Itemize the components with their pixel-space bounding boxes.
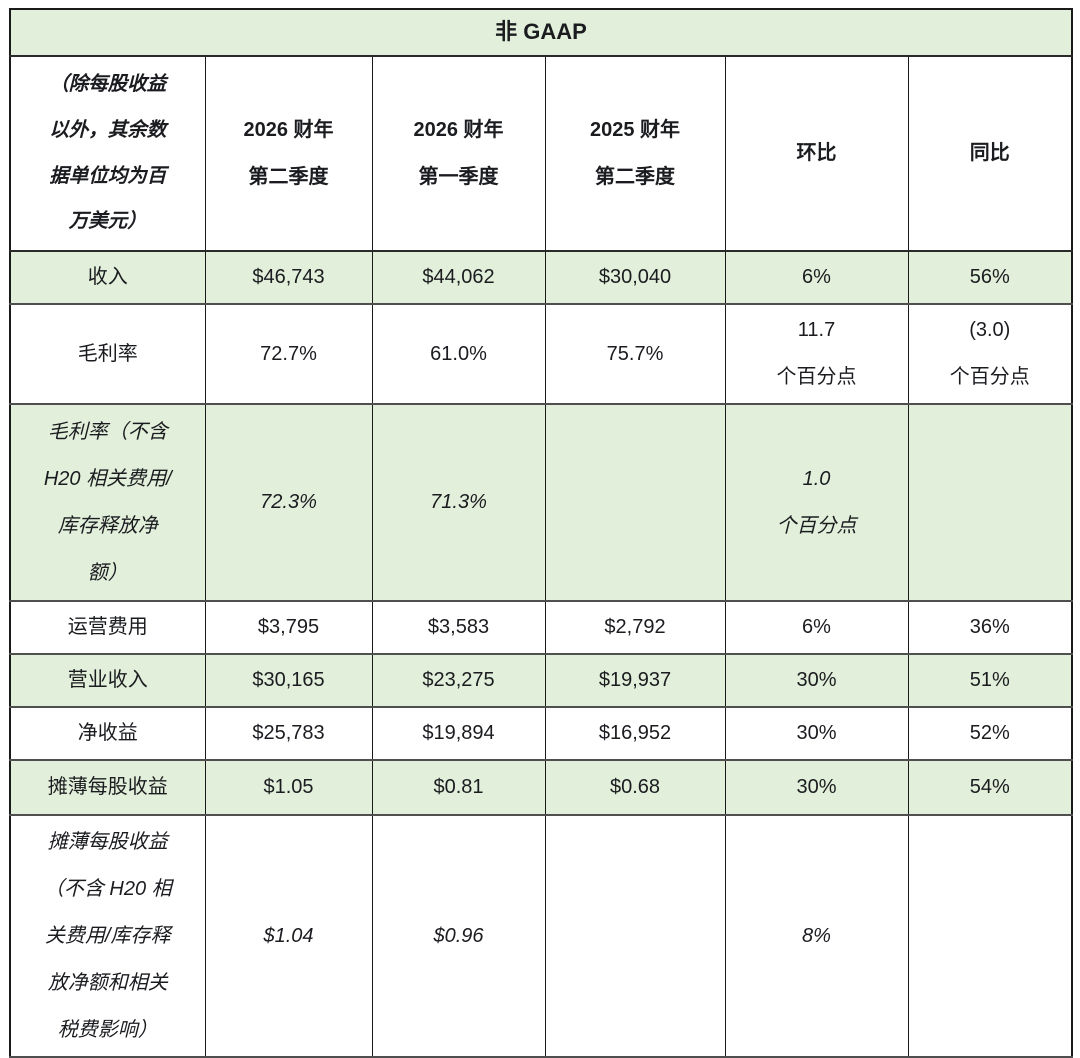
cell-q2-fy2026: $1.04 — [204, 815, 372, 1058]
cell-qoq: 30% — [724, 654, 908, 708]
cell-qoq: 6% — [724, 251, 908, 305]
cell-yoy: 52% — [907, 707, 1072, 761]
cell-q1-fy2026: 61.0% — [371, 304, 545, 405]
cell-q2-fy2025: $2,792 — [544, 601, 725, 655]
cell-q2-fy2025: 75.7% — [544, 304, 725, 405]
cell-yoy: 36% — [907, 601, 1072, 655]
table-row-revenue: 收入 $46,743 $44,062 $30,040 6% 56% — [10, 251, 1072, 305]
table-row-net-income: 净收益 $25,783 $19,894 $16,952 30% 52% — [10, 707, 1072, 761]
cell-q2-fy2025: $30,040 — [544, 251, 725, 305]
cell-yoy: 56% — [907, 251, 1072, 305]
header-col-q1-fy2026: 2026 财年 第一季度 — [371, 56, 545, 252]
cell-q1-fy2026: $19,894 — [371, 707, 545, 761]
cell-q2-fy2025: $19,937 — [544, 654, 725, 708]
cell-q1-fy2026: $3,583 — [371, 601, 545, 655]
table-row-gross-margin: 毛利率 72.7% 61.0% 75.7% 11.7 个百分点 (3.0) 个百… — [10, 304, 1072, 405]
cell-q2-fy2026: $46,743 — [204, 251, 372, 305]
table-row-operating-income: 营业收入 $30,165 $23,275 $19,937 30% 51% — [10, 654, 1072, 708]
cell-qoq: 8% — [724, 815, 908, 1058]
cell-qoq: 1.0 个百分点 — [724, 404, 908, 602]
cell-qoq: 30% — [724, 760, 908, 816]
cell-qoq: 6% — [724, 601, 908, 655]
cell-qoq: 30% — [724, 707, 908, 761]
row-label: 营业收入 — [10, 654, 205, 708]
cell-yoy: 51% — [907, 654, 1072, 708]
table-row-diluted-eps-ex-h20: 摊薄每股收益 （不含 H20 相 关费用/库存释 放净额和相关 税费影响） $1… — [10, 815, 1072, 1058]
cell-q2-fy2026: $30,165 — [204, 654, 372, 708]
row-label: 收入 — [10, 251, 205, 305]
row-label: 摊薄每股收益 — [10, 760, 205, 816]
row-label: 毛利率（不含 H20 相关费用/ 库存释放净 额） — [10, 404, 205, 602]
table-row-gross-margin-ex-h20: 毛利率（不含 H20 相关费用/ 库存释放净 额） 72.3% 71.3% 1.… — [10, 404, 1072, 602]
cell-q2-fy2026: $1.05 — [204, 760, 372, 816]
cell-q2-fy2026: $3,795 — [204, 601, 372, 655]
row-label: 净收益 — [10, 707, 205, 761]
cell-qoq: 11.7 个百分点 — [724, 304, 908, 405]
cell-q2-fy2025 — [544, 815, 725, 1058]
table-row-operating-expenses: 运营费用 $3,795 $3,583 $2,792 6% 36% — [10, 601, 1072, 655]
cell-q2-fy2025: $16,952 — [544, 707, 725, 761]
cell-q2-fy2026: $25,783 — [204, 707, 372, 761]
table-title: 非 GAAP — [10, 9, 1072, 57]
header-units-note: （除每股收益 以外，其余数 据单位均为百 万美元） — [10, 56, 205, 252]
row-label: 运营费用 — [10, 601, 205, 655]
header-col-q2-fy2025: 2025 财年 第二季度 — [544, 56, 725, 252]
table-title-row: 非 GAAP — [10, 9, 1072, 57]
header-col-yoy: 同比 — [907, 56, 1072, 252]
cell-yoy: 54% — [907, 760, 1072, 816]
cell-yoy: (3.0) 个百分点 — [907, 304, 1072, 405]
cell-q1-fy2026: $0.96 — [371, 815, 545, 1058]
cell-q1-fy2026: $44,062 — [371, 251, 545, 305]
cell-q1-fy2026: $0.81 — [371, 760, 545, 816]
non-gaap-financial-table: 非 GAAP （除每股收益 以外，其余数 据单位均为百 万美元） 2026 财年… — [9, 8, 1073, 1058]
cell-q1-fy2026: 71.3% — [371, 404, 545, 602]
cell-yoy — [907, 815, 1072, 1058]
cell-q2-fy2025: $0.68 — [544, 760, 725, 816]
header-col-qoq: 环比 — [724, 56, 908, 252]
cell-yoy — [907, 404, 1072, 602]
cell-q1-fy2026: $23,275 — [371, 654, 545, 708]
cell-q2-fy2026: 72.3% — [204, 404, 372, 602]
table-header-row: （除每股收益 以外，其余数 据单位均为百 万美元） 2026 财年 第二季度 2… — [10, 56, 1072, 252]
cell-q2-fy2025 — [544, 404, 725, 602]
header-col-q2-fy2026: 2026 财年 第二季度 — [204, 56, 372, 252]
row-label: 摊薄每股收益 （不含 H20 相 关费用/库存释 放净额和相关 税费影响） — [10, 815, 205, 1058]
table-row-diluted-eps: 摊薄每股收益 $1.05 $0.81 $0.68 30% 54% — [10, 760, 1072, 816]
row-label: 毛利率 — [10, 304, 205, 405]
cell-q2-fy2026: 72.7% — [204, 304, 372, 405]
